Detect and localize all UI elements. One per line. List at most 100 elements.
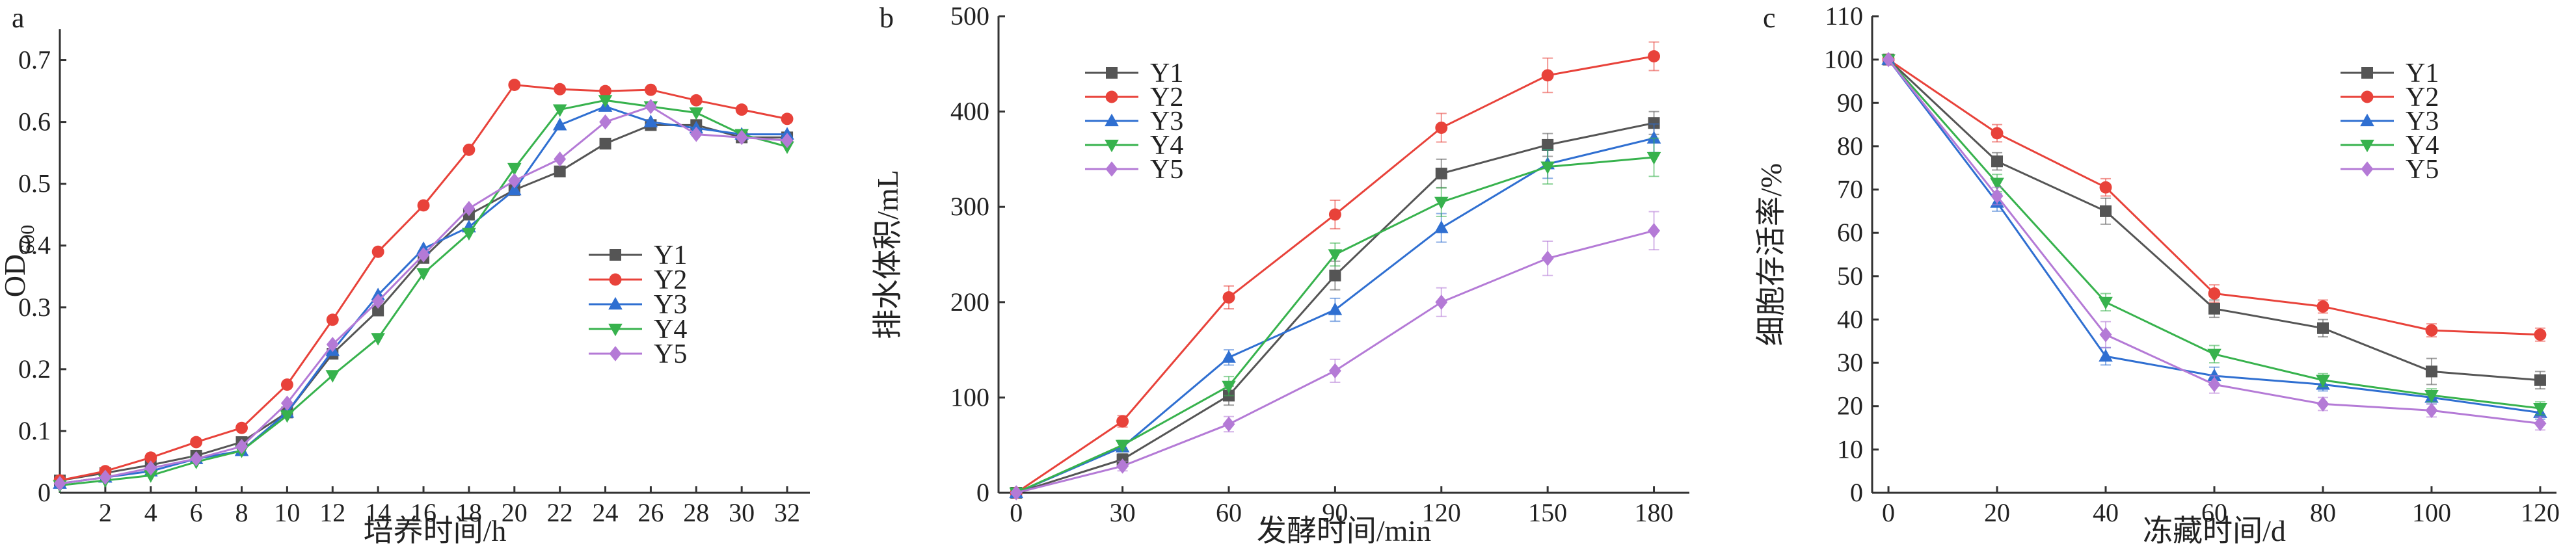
data-point <box>552 118 567 131</box>
legend-label: Y3 <box>654 290 687 320</box>
data-point <box>2534 374 2546 386</box>
y-tick-label: 0.7 <box>18 46 51 75</box>
data-point <box>689 107 704 120</box>
y-axis-title: OD600 <box>0 225 38 297</box>
y-tick-label: 110 <box>1825 1 1863 31</box>
data-point <box>1648 223 1660 239</box>
x-tick-label: 30 <box>729 498 755 527</box>
data-point <box>1435 167 1447 179</box>
data-point <box>1010 485 1023 501</box>
x-tick-label: 60 <box>2201 498 2227 527</box>
data-point <box>1328 208 1341 221</box>
panel-label: a <box>12 2 25 34</box>
data-point <box>2425 324 2438 337</box>
x-tick-label: 6 <box>190 498 203 527</box>
data-point <box>235 439 248 454</box>
y-tick-label: 100 <box>1824 45 1863 74</box>
x-tick-label: 8 <box>235 498 248 527</box>
x-tick-label: 150 <box>1528 498 1567 527</box>
x-tick-label: 40 <box>2093 498 2119 527</box>
data-point <box>1648 50 1660 63</box>
series-y1 <box>1883 53 2546 390</box>
x-tick-label: 0 <box>1010 498 1023 527</box>
y-tick-label: 0.2 <box>18 354 51 384</box>
data-point <box>1541 250 1554 267</box>
y-tick-label: 90 <box>1837 88 1863 117</box>
y-tick-label: 0 <box>976 478 989 507</box>
series-y2 <box>1010 41 1660 499</box>
data-point <box>1222 291 1235 304</box>
y-axis-title-text: OD <box>0 254 31 297</box>
data-point <box>2425 402 2438 419</box>
legend-marker <box>608 323 623 337</box>
x-tick-label: 90 <box>1322 498 1348 527</box>
legend-label: Y3 <box>1150 107 1183 137</box>
data-point <box>598 95 613 108</box>
data-point <box>190 436 203 449</box>
data-point <box>280 395 293 411</box>
data-point <box>644 83 657 96</box>
y-tick-label: 0.6 <box>18 107 51 137</box>
data-point <box>1541 69 1554 82</box>
legend-label: Y4 <box>654 315 687 345</box>
legend-marker <box>2360 139 2374 153</box>
data-point <box>99 469 112 485</box>
legend-label: Y2 <box>2406 83 2439 112</box>
x-tick-label: 18 <box>456 498 482 527</box>
data-point <box>2100 205 2112 217</box>
series-y2 <box>1882 53 2547 342</box>
legend-marker <box>2361 90 2374 103</box>
x-tick-label: 10 <box>274 498 300 527</box>
y-tick-label: 0.4 <box>18 231 51 260</box>
data-point <box>690 126 703 142</box>
data-point <box>1646 131 1661 144</box>
legend-marker <box>1105 113 1119 127</box>
y-axis-title-subscript: 600 <box>17 225 38 254</box>
legend-marker <box>608 296 623 310</box>
legend-marker <box>1105 161 1118 177</box>
data-point <box>1115 439 1130 452</box>
data-point <box>371 245 384 258</box>
series-y4 <box>1881 54 2547 416</box>
y-tick-label: 20 <box>1837 391 1863 421</box>
data-point <box>644 99 657 114</box>
data-point <box>371 333 385 346</box>
legend-label: Y4 <box>2406 131 2439 161</box>
data-point <box>599 137 611 150</box>
legend-marker <box>1105 139 1119 153</box>
data-point <box>2316 396 2329 412</box>
data-point <box>1222 350 1236 363</box>
y-tick-label: 0 <box>1850 478 1863 507</box>
data-point <box>417 247 430 263</box>
y-axis-title-text: 排水体积/mL <box>871 170 904 339</box>
data-point <box>552 104 567 117</box>
data-point <box>326 313 339 326</box>
y-tick-label: 60 <box>1837 218 1863 247</box>
data-point <box>1116 415 1129 428</box>
legend-label: Y5 <box>2406 155 2439 185</box>
y-tick-label: 0.3 <box>18 293 51 322</box>
data-point <box>2424 389 2439 403</box>
x-tick-label: 80 <box>2310 498 2336 527</box>
legend-label: Y4 <box>1150 131 1183 161</box>
data-point <box>1648 117 1660 129</box>
series-line <box>1888 59 2541 382</box>
data-point <box>53 476 66 491</box>
data-point <box>1222 416 1235 432</box>
x-tick-label: 20 <box>502 498 528 527</box>
data-point <box>735 103 748 116</box>
data-point <box>2208 302 2220 315</box>
legend-label: Y1 <box>654 241 687 270</box>
data-point <box>599 85 611 98</box>
data-point <box>417 199 430 212</box>
data-point <box>2099 181 2112 194</box>
data-point <box>1991 155 2004 168</box>
data-point <box>1222 380 1236 394</box>
y-tick-label: 0.1 <box>18 416 51 445</box>
x-tick-label: 2 <box>99 498 112 527</box>
x-axis-title: 冻藏时间/d <box>2143 514 2286 547</box>
data-point <box>1882 51 1895 68</box>
x-tick-label: 0 <box>1882 498 1895 527</box>
